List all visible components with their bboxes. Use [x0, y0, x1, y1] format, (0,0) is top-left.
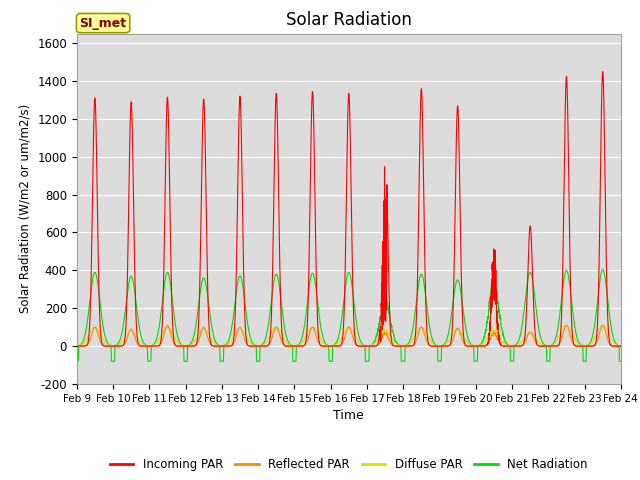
Legend: Incoming PAR, Reflected PAR, Diffuse PAR, Net Radiation: Incoming PAR, Reflected PAR, Diffuse PAR…: [105, 454, 593, 476]
Y-axis label: Solar Radiation (W/m2 or um/m2/s): Solar Radiation (W/m2 or um/m2/s): [19, 104, 32, 313]
Title: Solar Radiation: Solar Radiation: [286, 11, 412, 29]
Text: SI_met: SI_met: [79, 17, 127, 30]
X-axis label: Time: Time: [333, 409, 364, 422]
